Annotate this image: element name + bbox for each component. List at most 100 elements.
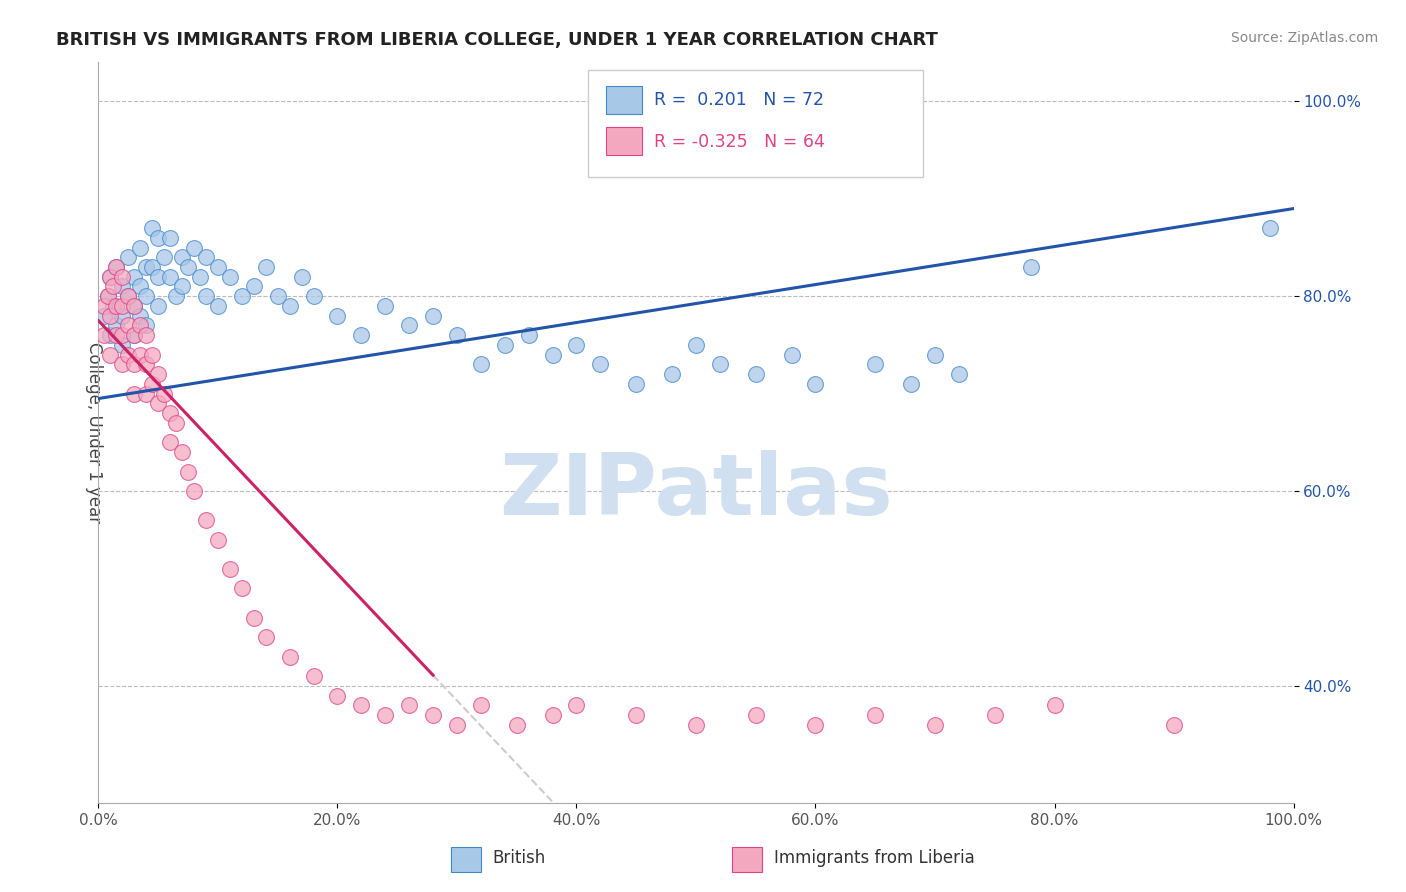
Point: [350, 698, 373, 713]
Point: [111, 279, 134, 293]
Point: [111, 358, 134, 372]
Point: [117, 318, 139, 333]
Point: [148, 231, 170, 245]
Point: [207, 299, 229, 313]
Point: [98, 348, 122, 362]
Point: [517, 328, 540, 343]
Point: [1019, 260, 1042, 274]
Point: [984, 708, 1007, 723]
Point: [129, 240, 152, 255]
Point: [188, 269, 211, 284]
Point: [470, 358, 492, 372]
Point: [117, 250, 139, 264]
Point: [124, 299, 146, 313]
FancyBboxPatch shape: [589, 70, 922, 178]
FancyBboxPatch shape: [606, 87, 643, 114]
Point: [541, 708, 564, 723]
Point: [685, 718, 707, 732]
Point: [93, 309, 115, 323]
Point: [117, 289, 139, 303]
Point: [135, 289, 157, 303]
Point: [124, 269, 146, 284]
Point: [1043, 698, 1066, 713]
Point: [141, 221, 163, 235]
Point: [177, 260, 200, 274]
FancyBboxPatch shape: [451, 847, 481, 871]
Point: [924, 348, 946, 362]
Point: [111, 269, 134, 284]
Point: [243, 279, 266, 293]
Y-axis label: College, Under 1 year: College, Under 1 year: [84, 342, 103, 524]
Point: [159, 406, 181, 420]
Point: [129, 279, 152, 293]
Point: [494, 338, 516, 352]
Point: [129, 318, 152, 333]
Point: [159, 269, 181, 284]
Point: [148, 396, 170, 410]
Point: [661, 367, 683, 381]
Point: [159, 231, 181, 245]
Point: [865, 358, 887, 372]
Point: [326, 689, 349, 703]
Point: [243, 611, 266, 625]
Text: BRITISH VS IMMIGRANTS FROM LIBERIA COLLEGE, UNDER 1 YEAR CORRELATION CHART: BRITISH VS IMMIGRANTS FROM LIBERIA COLLE…: [56, 31, 938, 49]
Point: [1258, 221, 1281, 235]
Point: [111, 309, 134, 323]
Point: [111, 328, 134, 343]
Point: [446, 718, 468, 732]
Point: [98, 328, 122, 343]
Point: [195, 289, 218, 303]
Point: [97, 289, 120, 303]
Point: [111, 338, 134, 352]
Point: [98, 269, 122, 284]
Point: [148, 367, 170, 381]
Point: [195, 513, 218, 527]
Point: [374, 299, 396, 313]
Point: [267, 289, 290, 303]
Point: [135, 358, 157, 372]
Point: [101, 299, 124, 313]
Point: [172, 250, 194, 264]
Point: [219, 562, 242, 576]
Text: R = -0.325   N = 64: R = -0.325 N = 64: [654, 133, 825, 151]
Point: [195, 250, 218, 264]
Point: [101, 279, 124, 293]
Point: [422, 309, 444, 323]
FancyBboxPatch shape: [733, 847, 762, 871]
Point: [709, 358, 731, 372]
Text: Immigrants from Liberia: Immigrants from Liberia: [773, 849, 974, 867]
Point: [135, 318, 157, 333]
Point: [900, 376, 922, 391]
Point: [470, 698, 492, 713]
Point: [124, 358, 146, 372]
Point: [135, 328, 157, 343]
Point: [446, 328, 468, 343]
Point: [302, 669, 325, 683]
Point: [398, 318, 420, 333]
Point: [105, 299, 128, 313]
Text: R =  0.201   N = 72: R = 0.201 N = 72: [654, 91, 824, 109]
Point: [1163, 718, 1185, 732]
Point: [93, 328, 115, 343]
Point: [780, 348, 803, 362]
Point: [117, 289, 139, 303]
Point: [105, 260, 128, 274]
Point: [254, 630, 277, 644]
Point: [565, 338, 588, 352]
Point: [177, 465, 200, 479]
Point: [207, 533, 229, 547]
Point: [745, 367, 768, 381]
Point: [685, 338, 707, 352]
Point: [111, 299, 134, 313]
Point: [302, 289, 325, 303]
Point: [105, 318, 128, 333]
Point: [98, 269, 122, 284]
Point: [291, 269, 314, 284]
Point: [374, 708, 396, 723]
Point: [141, 260, 163, 274]
Point: [148, 269, 170, 284]
Point: [93, 299, 115, 313]
Point: [804, 718, 827, 732]
Point: [183, 240, 205, 255]
Point: [124, 386, 146, 401]
